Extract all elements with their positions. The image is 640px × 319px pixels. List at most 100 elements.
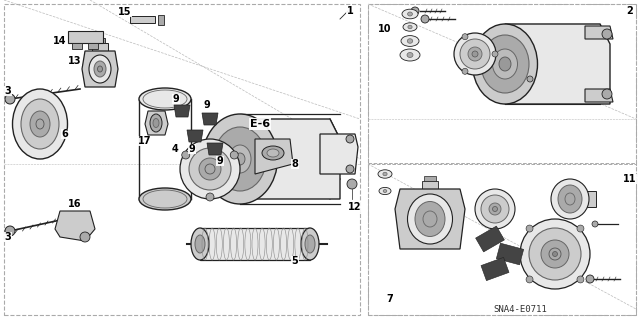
Polygon shape <box>505 24 610 104</box>
Circle shape <box>527 76 533 82</box>
Ellipse shape <box>21 99 59 149</box>
Ellipse shape <box>36 119 44 129</box>
Ellipse shape <box>402 9 418 19</box>
Text: 9: 9 <box>216 156 223 166</box>
Polygon shape <box>481 257 509 281</box>
Circle shape <box>347 179 357 189</box>
Circle shape <box>182 151 189 159</box>
Ellipse shape <box>267 149 279 157</box>
Text: 14: 14 <box>53 36 67 46</box>
Circle shape <box>526 225 533 232</box>
Ellipse shape <box>89 55 111 83</box>
Bar <box>158 15 164 25</box>
Polygon shape <box>174 105 190 117</box>
Ellipse shape <box>529 228 581 280</box>
Text: 3: 3 <box>4 232 12 242</box>
Ellipse shape <box>472 51 478 57</box>
Ellipse shape <box>13 89 67 159</box>
Bar <box>72 43 82 49</box>
Polygon shape <box>240 119 340 199</box>
Polygon shape <box>202 113 218 125</box>
Bar <box>368 164 636 315</box>
Bar <box>422 181 438 189</box>
Polygon shape <box>55 211 95 241</box>
Bar <box>368 4 636 315</box>
Ellipse shape <box>202 114 278 204</box>
Ellipse shape <box>558 185 582 213</box>
Polygon shape <box>187 130 203 142</box>
Ellipse shape <box>199 158 221 180</box>
Polygon shape <box>585 26 613 39</box>
Ellipse shape <box>493 49 518 79</box>
Text: 7: 7 <box>387 294 394 304</box>
Circle shape <box>592 221 598 227</box>
Ellipse shape <box>378 170 392 178</box>
Text: SNA4-E0711: SNA4-E0711 <box>493 305 547 314</box>
Bar <box>258 142 288 164</box>
Text: 9: 9 <box>204 100 211 110</box>
Text: 15: 15 <box>118 7 132 17</box>
Ellipse shape <box>346 135 354 143</box>
Bar <box>88 43 98 49</box>
Ellipse shape <box>549 248 561 260</box>
Text: 13: 13 <box>68 56 82 66</box>
Text: 17: 17 <box>138 136 152 146</box>
Circle shape <box>462 34 468 40</box>
Text: 11: 11 <box>623 174 637 184</box>
Ellipse shape <box>541 240 569 268</box>
Ellipse shape <box>403 23 417 31</box>
Circle shape <box>411 7 419 15</box>
Ellipse shape <box>301 228 319 260</box>
Ellipse shape <box>565 193 575 205</box>
Ellipse shape <box>189 148 231 190</box>
Ellipse shape <box>305 235 315 253</box>
Ellipse shape <box>346 165 354 173</box>
Polygon shape <box>585 89 613 102</box>
Circle shape <box>526 276 533 283</box>
Ellipse shape <box>481 35 529 93</box>
Ellipse shape <box>180 139 240 199</box>
Ellipse shape <box>139 88 191 110</box>
Polygon shape <box>255 139 293 174</box>
Ellipse shape <box>551 179 589 219</box>
Bar <box>582 191 596 207</box>
Ellipse shape <box>415 202 445 236</box>
Circle shape <box>586 275 594 283</box>
Polygon shape <box>145 111 168 135</box>
Text: 4: 4 <box>172 144 179 154</box>
Bar <box>4 4 360 315</box>
Ellipse shape <box>401 36 419 46</box>
Text: 16: 16 <box>68 199 82 209</box>
Ellipse shape <box>454 33 496 75</box>
Circle shape <box>5 94 15 104</box>
Bar <box>368 4 636 163</box>
Ellipse shape <box>94 61 106 77</box>
Polygon shape <box>476 226 504 252</box>
Ellipse shape <box>379 187 391 195</box>
Ellipse shape <box>460 39 490 69</box>
Circle shape <box>230 151 238 159</box>
Circle shape <box>462 68 468 74</box>
Circle shape <box>421 15 429 23</box>
Bar <box>62 213 86 223</box>
Ellipse shape <box>499 57 511 71</box>
Ellipse shape <box>229 145 251 173</box>
Ellipse shape <box>205 164 215 174</box>
Ellipse shape <box>30 111 50 137</box>
Bar <box>95 38 105 43</box>
Ellipse shape <box>139 188 191 210</box>
Text: 2: 2 <box>627 6 634 16</box>
Ellipse shape <box>481 195 509 223</box>
Text: 10: 10 <box>378 24 392 34</box>
Ellipse shape <box>489 203 501 215</box>
Ellipse shape <box>383 172 387 176</box>
Ellipse shape <box>407 39 413 43</box>
Polygon shape <box>82 51 118 87</box>
Ellipse shape <box>191 228 209 260</box>
Text: 9: 9 <box>173 94 179 104</box>
Ellipse shape <box>408 25 412 29</box>
Polygon shape <box>320 134 358 174</box>
Bar <box>130 16 155 23</box>
Text: 12: 12 <box>348 202 362 212</box>
Ellipse shape <box>493 206 497 211</box>
